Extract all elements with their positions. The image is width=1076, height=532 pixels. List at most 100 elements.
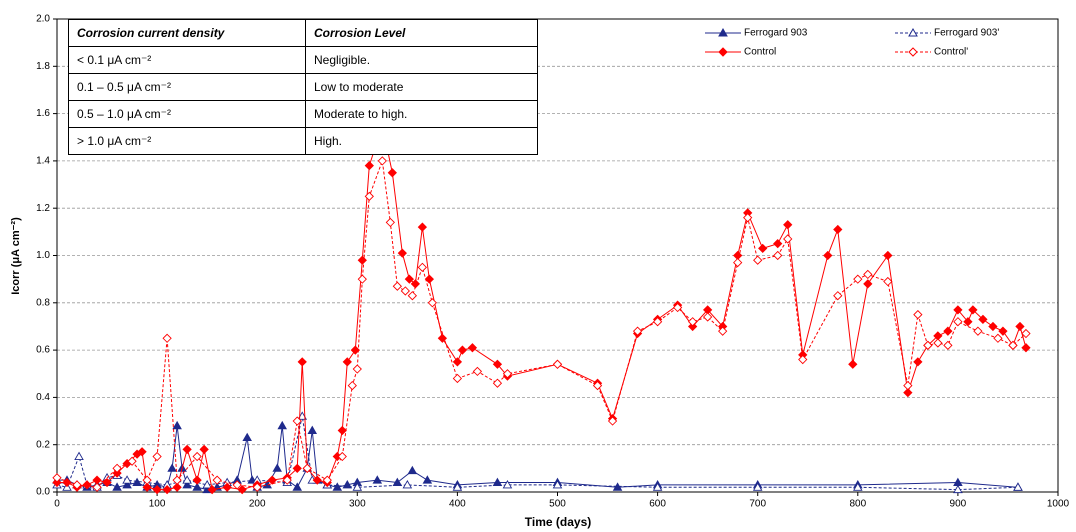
data-point (162, 484, 172, 495)
data-point (424, 274, 435, 284)
data-point (282, 475, 292, 485)
data-point (192, 482, 202, 491)
data-point (307, 425, 318, 434)
data-point (903, 388, 913, 398)
series-line (57, 123, 1027, 491)
data-point (137, 447, 147, 457)
data-point (142, 482, 152, 492)
y-tick-label: 1.6 (36, 108, 50, 119)
data-point (1021, 343, 1031, 353)
data-point (302, 463, 312, 473)
data-point (783, 234, 793, 244)
x-tick-label: 500 (549, 499, 566, 510)
data-point (407, 291, 417, 301)
data-point (783, 220, 793, 230)
data-point (322, 475, 332, 485)
y-tick-label: 0.4 (36, 392, 50, 403)
y-tick-label: 0.8 (36, 297, 50, 308)
data-point (112, 463, 122, 473)
y-tick-label: 2.0 (36, 14, 50, 25)
y-tick-label: 1.0 (36, 250, 50, 261)
x-tick-label: 700 (749, 499, 766, 510)
data-point (953, 484, 963, 494)
data-point (978, 314, 988, 324)
data-point (162, 333, 172, 343)
y-tick-label: 0.6 (36, 345, 50, 356)
data-point (1008, 340, 1018, 351)
table-header-cell: Corrosion current density (68, 19, 306, 47)
data-point (652, 482, 663, 491)
data-point (122, 479, 132, 489)
data-point (492, 359, 503, 369)
data-point (1015, 321, 1025, 332)
data-point (252, 482, 262, 492)
data-point (953, 305, 963, 315)
data-point (142, 475, 152, 485)
data-point (752, 482, 763, 491)
data-point (207, 484, 217, 495)
data-point (968, 305, 978, 315)
data-point (404, 274, 414, 284)
data-point (72, 480, 82, 490)
data-point (863, 269, 873, 280)
table-cell: < 0.1 μA cm⁻² (68, 46, 306, 74)
data-point (427, 298, 438, 308)
data-point (853, 274, 863, 284)
data-point (352, 364, 362, 374)
legend-marker (908, 47, 918, 57)
data-point (242, 432, 252, 442)
table-cell: 0.5 – 1.0 μA cm⁻² (68, 100, 306, 128)
legend-item: Ferrogard 903' (895, 28, 999, 39)
x-tick-label: 1000 (1047, 499, 1070, 510)
data-point (492, 477, 503, 486)
data-point (52, 473, 62, 483)
data-point (988, 321, 998, 332)
data-point (422, 475, 433, 484)
data-point (823, 250, 833, 261)
legend-marker (718, 47, 728, 57)
y-tick-label: 1.2 (36, 203, 50, 214)
table-row: 0.1 – 0.5 μA cm⁻² Low to moderate (68, 73, 538, 101)
x-tick-label: 800 (849, 499, 866, 510)
data-point (377, 156, 387, 166)
data-point (863, 279, 873, 289)
data-point (437, 333, 448, 343)
data-point (122, 475, 132, 484)
data-point (953, 317, 963, 327)
data-point (758, 243, 768, 254)
legend-label: Control' (934, 47, 968, 58)
data-point (452, 357, 463, 367)
table-cell: Moderate to high. (305, 100, 538, 128)
data-point (332, 482, 343, 491)
data-point (718, 326, 728, 336)
x-tick-label: 0 (54, 499, 60, 510)
data-point (998, 326, 1008, 336)
data-point (452, 373, 463, 384)
x-tick-label: 400 (449, 499, 466, 510)
data-point (74, 451, 84, 460)
table-cell: > 1.0 μA cm⁻² (68, 127, 306, 155)
data-point (963, 317, 973, 327)
data-point (457, 345, 468, 355)
data-point (883, 276, 893, 287)
data-point (172, 475, 182, 485)
data-point (152, 484, 162, 495)
legend-marker (908, 27, 918, 37)
data-point (167, 463, 177, 472)
data-point (357, 255, 367, 265)
data-point (502, 369, 513, 379)
data-point (272, 463, 282, 472)
series-line (56, 416, 1018, 491)
data-point (848, 359, 858, 369)
legend-item: Control (705, 47, 776, 58)
data-point (364, 191, 374, 202)
data-point (933, 338, 943, 348)
x-tick-label: 100 (149, 499, 166, 510)
data-point (552, 479, 563, 489)
legend-label: Control (744, 47, 776, 58)
table-cell: Negligible. (305, 46, 538, 74)
data-point (312, 475, 322, 485)
data-point (387, 168, 397, 178)
table-cell: Low to moderate (305, 73, 538, 101)
